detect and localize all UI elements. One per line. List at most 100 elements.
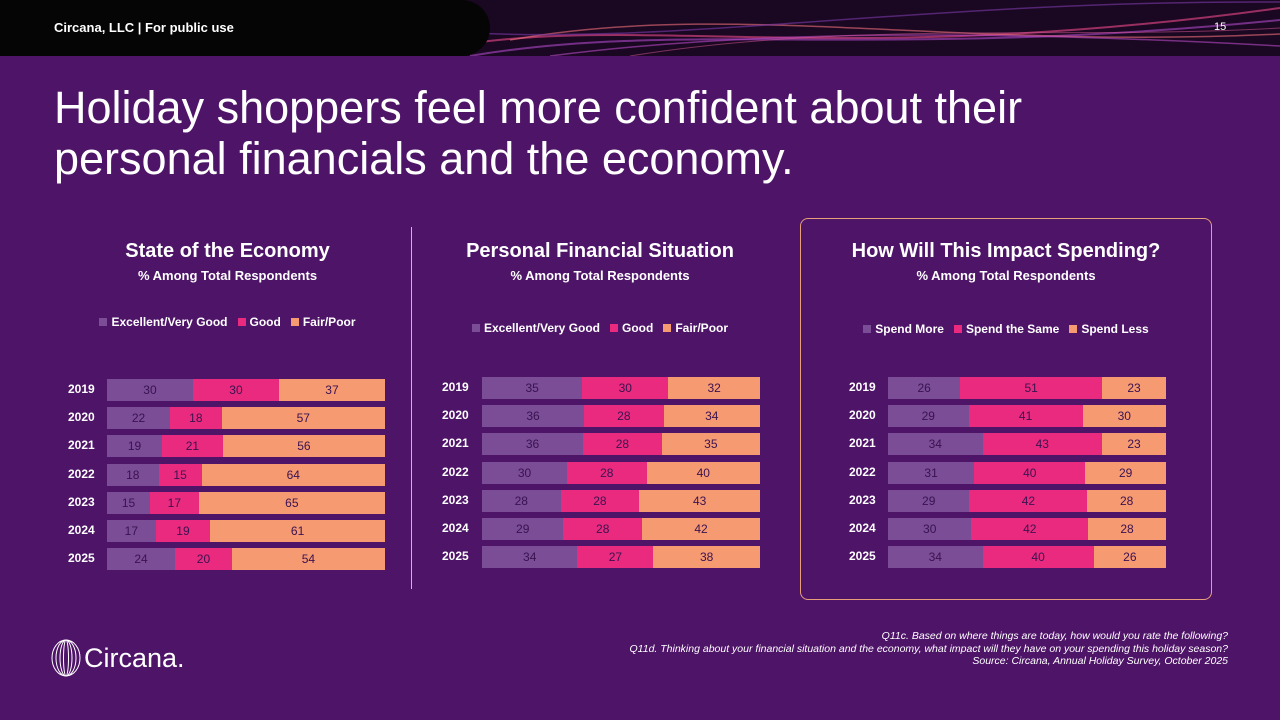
bar-segment: 36: [482, 405, 585, 428]
bar-segment: 26: [888, 377, 961, 399]
bar-segment: 29: [1085, 461, 1166, 484]
bar-segment: 30: [582, 377, 669, 399]
bar-segment: 43: [639, 489, 760, 512]
bar-segment: 30: [1082, 405, 1166, 428]
top-banner-pill: [0, 0, 490, 56]
bar-rows: 2019 35 30 32 2020 36 28 34 2021 36 28 35 2022 30 28 40…: [442, 377, 792, 577]
legend-label: Spend Less: [1081, 322, 1149, 336]
legend-label: Fair/Poor: [302, 315, 356, 329]
legend-swatch: [471, 324, 480, 332]
chart-title: Personal Financial Situation: [466, 240, 734, 262]
stacked-bar: 34 40 26: [888, 546, 1166, 569]
legend-swatch: [290, 318, 299, 326]
bar-segment: 29: [888, 489, 970, 512]
year-label: 2022: [68, 466, 95, 481]
year-label: 2019: [849, 380, 876, 394]
bar-segment: 40: [646, 461, 760, 484]
circana-logo-icon: [51, 639, 81, 677]
bar-row-2020: 2020 29 41 30: [849, 405, 1166, 428]
bar-segment: 28: [583, 433, 662, 456]
bar-row-2019: 2019 30 30 37: [68, 379, 385, 401]
legend-swatch: [863, 325, 872, 333]
legend-item: Spend the Same: [953, 322, 1060, 336]
light-streaks-decoration: [430, 1, 1280, 56]
bar-segment: 30: [107, 379, 193, 401]
year-label: 2019: [68, 382, 95, 396]
bar-row-2025: 2025 34 40 26: [849, 546, 1166, 569]
bar-segment: 65: [198, 491, 385, 514]
stacked-bar: 29 42 28: [888, 489, 1166, 512]
legend-item: Spend Less: [1069, 322, 1149, 336]
bar-segment: 38: [653, 546, 760, 569]
bar-row-2019: 2019 35 30 32: [442, 377, 760, 399]
bar-row-2024: 2024 17 19 61: [68, 520, 385, 542]
year-label: 2022: [442, 464, 469, 479]
stacked-bar: 24 20 54: [107, 548, 385, 571]
bar-segment: 34: [888, 546, 983, 569]
footnote-q11d: Q11d. Thinking about your financial situ…: [629, 642, 1228, 655]
legend-label: Good: [622, 321, 654, 335]
bar-segment: 40: [982, 546, 1094, 569]
bar-segment: 22: [107, 407, 171, 430]
stacked-bar: 19 21 56: [107, 435, 385, 458]
year-label: 2024: [849, 521, 876, 535]
stacked-bar: 34 43 23: [888, 433, 1166, 456]
stacked-bar: 31 40 29: [888, 461, 1166, 484]
bar-segment: 30: [192, 379, 279, 401]
bar-segment: 18: [170, 407, 222, 430]
bar-segment: 42: [969, 489, 1088, 512]
year-label: 2023: [849, 492, 876, 507]
bar-segment: 28: [563, 518, 643, 540]
bar-segment: 56: [222, 435, 385, 458]
stacked-bar: 18 15 64: [107, 463, 385, 486]
legend-label: Excellent/Very Good: [111, 315, 228, 329]
chart-panel-economy: State of the Economy % Among Total Respo…: [40, 240, 415, 580]
bar-segment: 51: [960, 377, 1103, 399]
bar-rows: 2019 26 51 23 2020 29 41 30 2021 34 43 23 2022 31 40 29…: [849, 377, 1209, 577]
bar-row-2020: 2020 22 18 57: [68, 407, 385, 430]
year-label: 2020: [849, 408, 876, 423]
bar-segment: 19: [107, 435, 163, 458]
legend-label: Spend the Same: [965, 322, 1060, 336]
bar-segment: 40: [974, 461, 1086, 484]
bar-segment: 42: [971, 518, 1089, 540]
stacked-bar: 30 42 28: [888, 518, 1166, 540]
brand-label: Circana, LLC | For public use: [54, 20, 234, 35]
legend-swatch: [663, 324, 672, 332]
chart-legend: Excellent/Very Good Good Fair/Poor: [40, 315, 415, 329]
stacked-bar: 26 51 23: [888, 377, 1166, 399]
legend-item: Good: [237, 315, 281, 329]
bar-segment: 15: [107, 491, 150, 514]
year-label: 2022: [849, 464, 876, 479]
legend-item: Fair/Poor: [663, 321, 728, 335]
bar-segment: 17: [107, 520, 156, 542]
bar-segment: 28: [1088, 518, 1166, 540]
stacked-bar: 35 30 32: [482, 377, 760, 399]
bar-segment: 28: [584, 405, 664, 428]
bar-segment: 35: [482, 377, 583, 399]
bar-segment: 34: [482, 546, 578, 569]
year-label: 2025: [849, 549, 876, 564]
bar-segment: 20: [175, 548, 232, 571]
year-label: 2025: [442, 549, 469, 564]
legend-swatch: [610, 324, 619, 332]
bar-segment: 28: [560, 489, 640, 512]
bar-segment: 28: [1087, 489, 1166, 512]
bar-segment: 18: [107, 463, 159, 486]
year-label: 2025: [68, 551, 95, 566]
stacked-bar: 22 18 57: [107, 407, 385, 430]
legend-swatch: [1069, 325, 1078, 333]
legend-label: Good: [249, 315, 281, 329]
bar-segment: 15: [158, 463, 202, 486]
page-title: Holiday shoppers feel more confident abo…: [54, 82, 1023, 184]
bar-row-2022: 2022 30 28 40: [442, 461, 760, 484]
legend-item: Good: [610, 321, 653, 335]
chart-subtitle: % Among Total Respondents: [916, 268, 1096, 283]
year-label: 2024: [442, 521, 469, 535]
bar-segment: 57: [221, 407, 385, 430]
bar-segment: 34: [888, 433, 983, 456]
bar-segment: 19: [155, 520, 211, 542]
bar-segment: 42: [642, 518, 760, 540]
bar-row-2019: 2019 26 51 23: [849, 377, 1166, 399]
bar-segment: 61: [210, 520, 385, 542]
